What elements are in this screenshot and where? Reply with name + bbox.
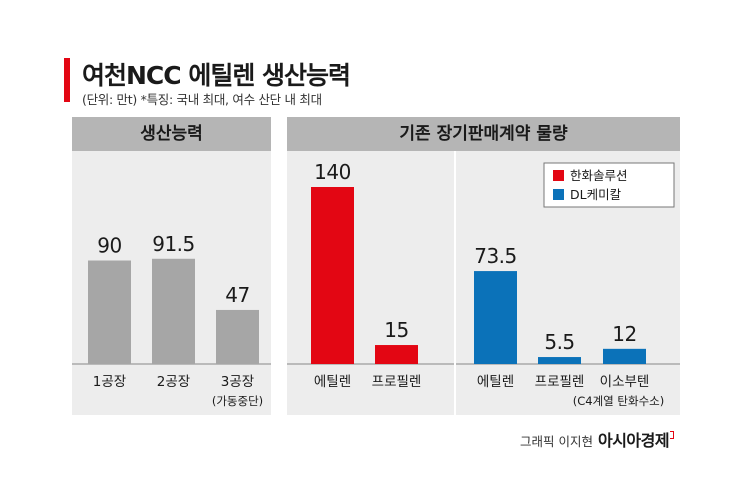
legend-swatch — [553, 170, 564, 181]
credit: 그래픽 이지현 아시아경제 — [520, 427, 675, 451]
title-accent-bar — [64, 58, 70, 102]
contract-value-label: 140 — [314, 160, 351, 184]
contract-value-label: 12 — [612, 322, 636, 346]
chart-title: 여천NCC 에틸렌 생산능력 — [82, 61, 351, 90]
contract-bar — [603, 348, 646, 364]
legend-label: DL케미칼 — [570, 187, 622, 202]
contract-category-label: 프로필렌 — [372, 374, 422, 390]
contract-value-label: 15 — [384, 318, 408, 342]
contract-bar — [311, 187, 354, 364]
credit-graphic-author: 그래픽 이지현 — [520, 434, 593, 449]
contract-category-label: 에틸렌 — [477, 374, 514, 390]
capacity-value-label: 91.5 — [152, 232, 195, 256]
capacity-category-sublabel: (가동중단) — [212, 394, 263, 408]
contract-bar — [474, 271, 517, 364]
contract-category-sublabel: (C4계열 탄화수소) — [573, 394, 664, 408]
capacity-category-label: 2공장 — [157, 374, 190, 390]
contract-category-label: 이소부텐 — [600, 374, 650, 390]
legend-label: 한화솔루션 — [570, 168, 628, 183]
contract-panel-title: 기존 장기판매계약 물량 — [287, 117, 680, 151]
publisher-logo-mark — [670, 431, 675, 439]
contract-bar — [538, 357, 581, 364]
capacity-category-label: 1공장 — [93, 374, 126, 390]
contract-value-label: 5.5 — [544, 330, 574, 354]
legend-swatch — [553, 189, 564, 200]
capacity-bar — [216, 309, 259, 364]
capacity-bar — [88, 260, 131, 364]
capacity-panel-title: 생산능력 — [72, 117, 271, 151]
contract-category-label: 프로필렌 — [535, 374, 585, 390]
chart-subtitle: (단위: 만t) *특징: 국내 최대, 여수 산단 내 최대 — [82, 92, 322, 107]
publisher-logo: 아시아경제 — [597, 431, 670, 450]
capacity-bar — [152, 258, 195, 364]
capacity-value-label: 90 — [97, 234, 121, 258]
contract-value-label: 73.5 — [474, 244, 517, 268]
contract-category-label: 에틸렌 — [314, 374, 351, 390]
legend-box — [543, 162, 675, 208]
capacity-category-label: 3공장 — [221, 374, 254, 390]
capacity-value-label: 47 — [225, 283, 249, 307]
contract-bar — [375, 345, 418, 364]
